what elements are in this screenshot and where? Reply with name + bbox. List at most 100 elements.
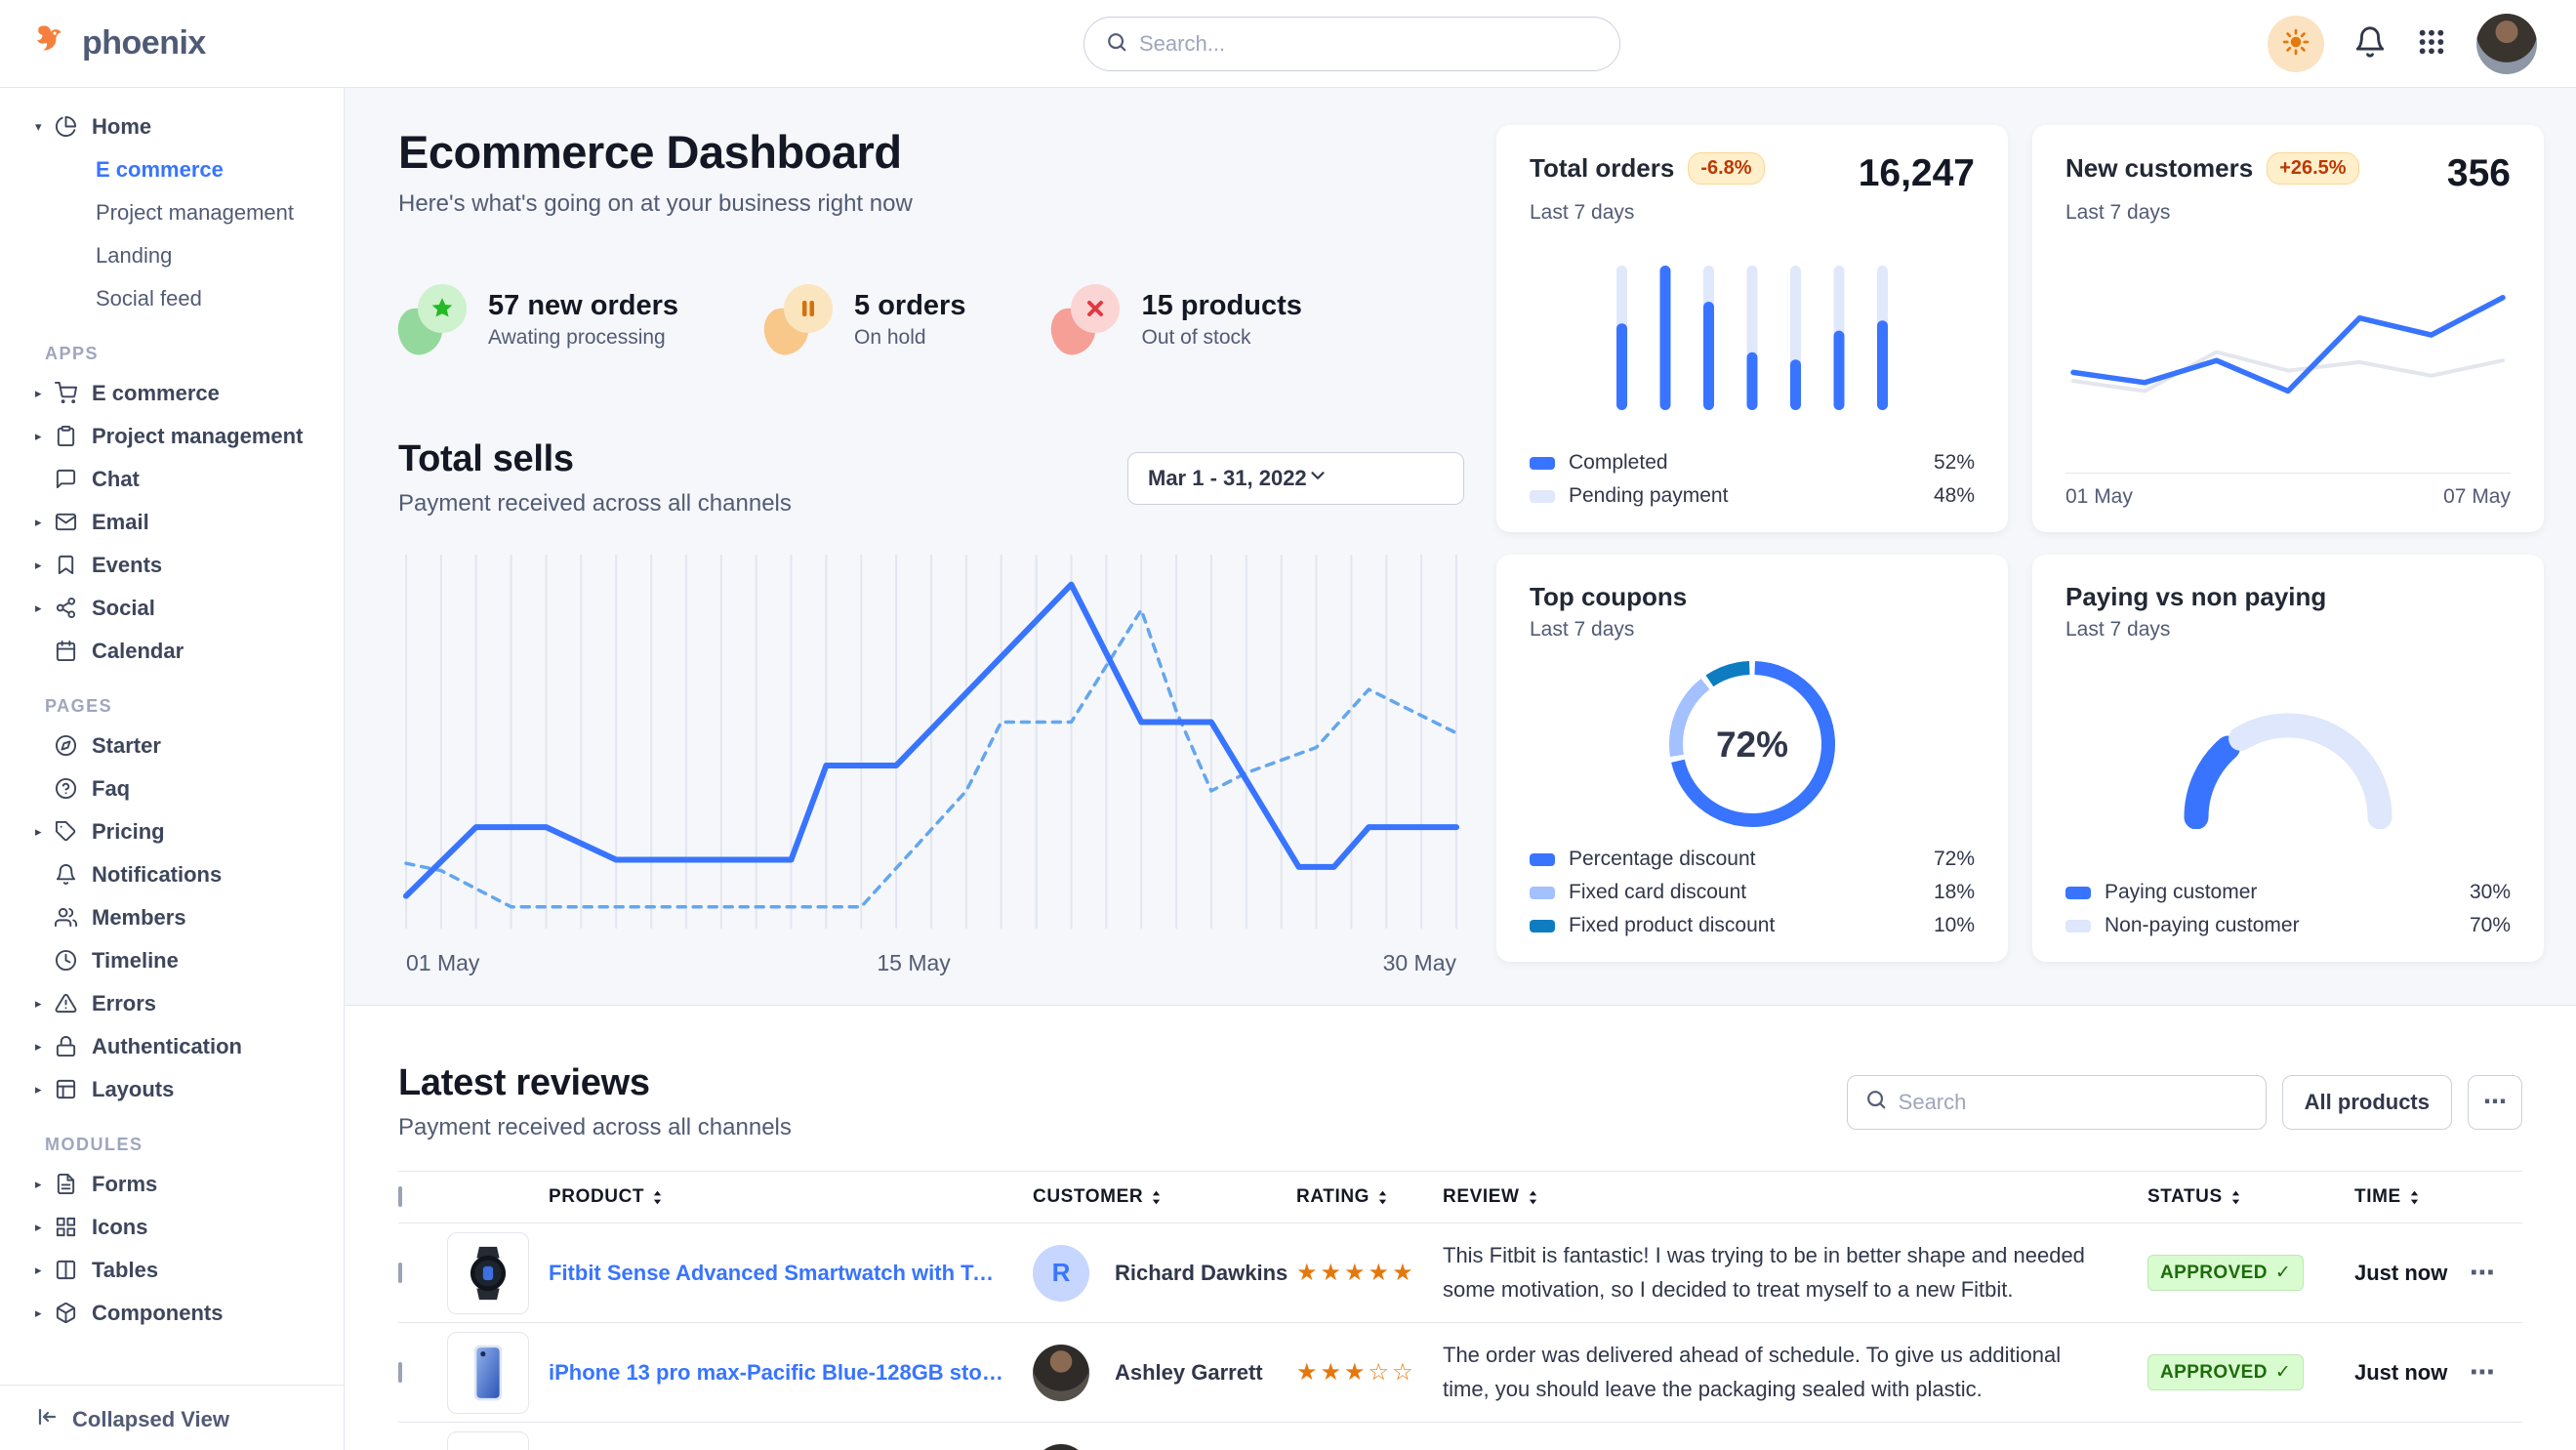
theme-toggle-button[interactable]: [2268, 15, 2324, 72]
total-orders-legend-row: Completed 52%: [1530, 450, 1975, 476]
caret-right-icon: ▸: [35, 515, 42, 529]
customer-avatar-initial: R: [1033, 1244, 1089, 1302]
paying-title: Paying vs non paying: [2065, 582, 2327, 611]
sidebar-item-authentication[interactable]: ▸ Authentication: [35, 1025, 328, 1068]
reviews-table: PRODUCT CUSTOMER RATING REVIEW STATUS TI…: [398, 1171, 2522, 1450]
sidebar-item-project-management[interactable]: ▸ Project management: [35, 415, 328, 458]
sidebar-item-layouts[interactable]: ▸ Layouts: [35, 1068, 328, 1111]
help-circle-icon: [55, 777, 78, 801]
phoenix-logo-icon: [31, 21, 72, 66]
stat-sublabel: On hold: [854, 325, 926, 349]
column-header-status[interactable]: STATUS: [2147, 1186, 2354, 1208]
chevron-down-icon: [1307, 465, 1329, 492]
cart-icon: [55, 382, 78, 405]
product-link[interactable]: iPhone 13 pro max-Pacific Blue-128GB sto…: [549, 1359, 1028, 1385]
reviews-controls: All products ⋯: [1846, 1074, 2522, 1130]
caret-right-icon: ▸: [35, 1082, 42, 1097]
sidebar-item-timeline[interactable]: Timeline: [35, 939, 328, 982]
table-row: iPhone 13 pro max-Pacific Blue-128GB sto…: [398, 1323, 2522, 1423]
column-header-customer[interactable]: CUSTOMER: [1033, 1186, 1296, 1208]
sidebar-item-notifications[interactable]: Notifications: [35, 853, 328, 896]
total-orders-title: Total orders: [1530, 153, 1675, 183]
sidebar-item-home[interactable]: ▾ Home: [35, 105, 328, 148]
navbar-search-input[interactable]: [1139, 31, 1598, 57]
grid-icon: [55, 1216, 78, 1239]
collapse-view-button[interactable]: Collapsed View: [35, 1405, 229, 1434]
top-coupons-card: Top coupons Last 7 days 72% Percentage d…: [1496, 555, 2008, 962]
all-products-button[interactable]: All products: [2281, 1074, 2452, 1130]
column-header-time[interactable]: TIME: [2354, 1186, 2470, 1208]
sidebar-item-project-management[interactable]: Project management: [35, 191, 328, 234]
sidebar-item-landing[interactable]: Landing: [35, 234, 328, 277]
sidebar-item-icons[interactable]: ▸ Icons: [35, 1206, 328, 1249]
column-header-review[interactable]: REVIEW: [1443, 1186, 2147, 1208]
sidebar-item-label: Events: [92, 553, 163, 577]
top-coupons-legend: Percentage discount 72% Fixed card disco…: [1530, 847, 1975, 938]
new-customers-axis: 01 May 07 May: [2065, 473, 2511, 509]
sidebar-item-chat[interactable]: Chat: [35, 458, 328, 501]
product-link[interactable]: Fitbit Sense Advanced Smartwatch with To…: [549, 1260, 1033, 1285]
alert-triangle-icon: [55, 992, 78, 1015]
caret-right-icon: ▸: [35, 558, 42, 572]
total-orders-legend-row: Pending payment 48%: [1530, 483, 1975, 509]
column-header-rating[interactable]: RATING: [1296, 1186, 1443, 1208]
sidebar-item-e-commerce[interactable]: E commerce: [35, 148, 328, 191]
sidebar-item-label: Home: [92, 114, 152, 139]
legend-value: 10%: [1933, 914, 1975, 936]
legend-value: 72%: [1933, 848, 1975, 870]
sidebar-item-errors[interactable]: ▸ Errors: [35, 982, 328, 1025]
legend-label: Fixed card discount: [1569, 881, 1747, 903]
caret-down-icon: ▾: [35, 119, 42, 134]
sidebar-item-e-commerce[interactable]: ▸ E commerce: [35, 372, 328, 415]
caret-right-icon: ▸: [35, 429, 42, 443]
reviews-search: [1846, 1074, 2267, 1130]
bell-icon: [55, 863, 78, 887]
sidebar-item-label: Email: [92, 510, 149, 534]
review-time: Just now: [2354, 1359, 2448, 1385]
more-options-button[interactable]: ⋯: [2468, 1074, 2522, 1130]
sidebar-item-calendar[interactable]: Calendar: [35, 630, 328, 673]
sidebar-item-social[interactable]: ▸ Social: [35, 587, 328, 630]
sidebar-item-faq[interactable]: Faq: [35, 767, 328, 810]
select-all-checkbox[interactable]: [398, 1186, 402, 1207]
sidebar-item-pricing[interactable]: ▸ Pricing: [35, 810, 328, 853]
sidebar-item-tables[interactable]: ▸ Tables: [35, 1249, 328, 1292]
column-header-product[interactable]: PRODUCT: [549, 1186, 1033, 1208]
sidebar-item-social-feed[interactable]: Social feed: [35, 277, 328, 320]
date-range-select[interactable]: Mar 1 - 31, 2022: [1127, 451, 1464, 505]
reviews-search-input[interactable]: [1898, 1089, 2248, 1115]
sidebar-item-events[interactable]: ▸ Events: [35, 544, 328, 587]
user-avatar[interactable]: [2476, 13, 2537, 74]
sidebar-item-label: Tables: [92, 1258, 159, 1282]
sidebar-item-label: Layouts: [92, 1077, 175, 1101]
top-coupons-legend-row: Percentage discount 72%: [1530, 847, 1975, 872]
sidebar-item-email[interactable]: ▸ Email: [35, 501, 328, 544]
new-customers-period: Last 7 days: [2065, 201, 2171, 224]
calendar-icon: [55, 640, 78, 663]
apps-grid-button[interactable]: [2416, 26, 2447, 61]
legend-swatch: [1530, 886, 1555, 899]
row-checkbox[interactable]: [398, 1361, 402, 1383]
navbar-search: [1084, 17, 1620, 71]
brand-logo[interactable]: phoenix: [31, 21, 206, 66]
sidebar-item-label: E commerce: [96, 157, 224, 182]
caret-right-icon: ▸: [35, 386, 42, 400]
sidebar-item-label: Social: [92, 596, 155, 620]
notifications-button[interactable]: [2353, 25, 2387, 62]
legend-value: 30%: [2469, 881, 2511, 903]
tag-icon: [55, 820, 78, 844]
sidebar-item-starter[interactable]: Starter: [35, 725, 328, 767]
row-checkbox[interactable]: [398, 1262, 402, 1283]
paying-period: Last 7 days: [2065, 618, 2171, 641]
legend-swatch: [1530, 456, 1555, 470]
sidebar-item-forms[interactable]: ▸ Forms: [35, 1163, 328, 1206]
paying-legend-row: Non-paying customer 70%: [2065, 913, 2511, 938]
row-more-button[interactable]: ⋯: [2470, 1357, 2496, 1387]
legend-value: 48%: [1933, 484, 1975, 507]
sidebar-item-members[interactable]: Members: [35, 896, 328, 939]
sidebar-item-components[interactable]: ▸ Components: [35, 1292, 328, 1335]
kpi-cards-grid: Total orders -6.8% 16,247 Last 7 days Co…: [1496, 125, 2544, 1005]
stat-pause: 5 orders On hold: [760, 284, 965, 358]
sidebar: ▾ Home E commerce Project management Lan…: [0, 88, 345, 1450]
row-more-button[interactable]: ⋯: [2470, 1258, 2496, 1287]
